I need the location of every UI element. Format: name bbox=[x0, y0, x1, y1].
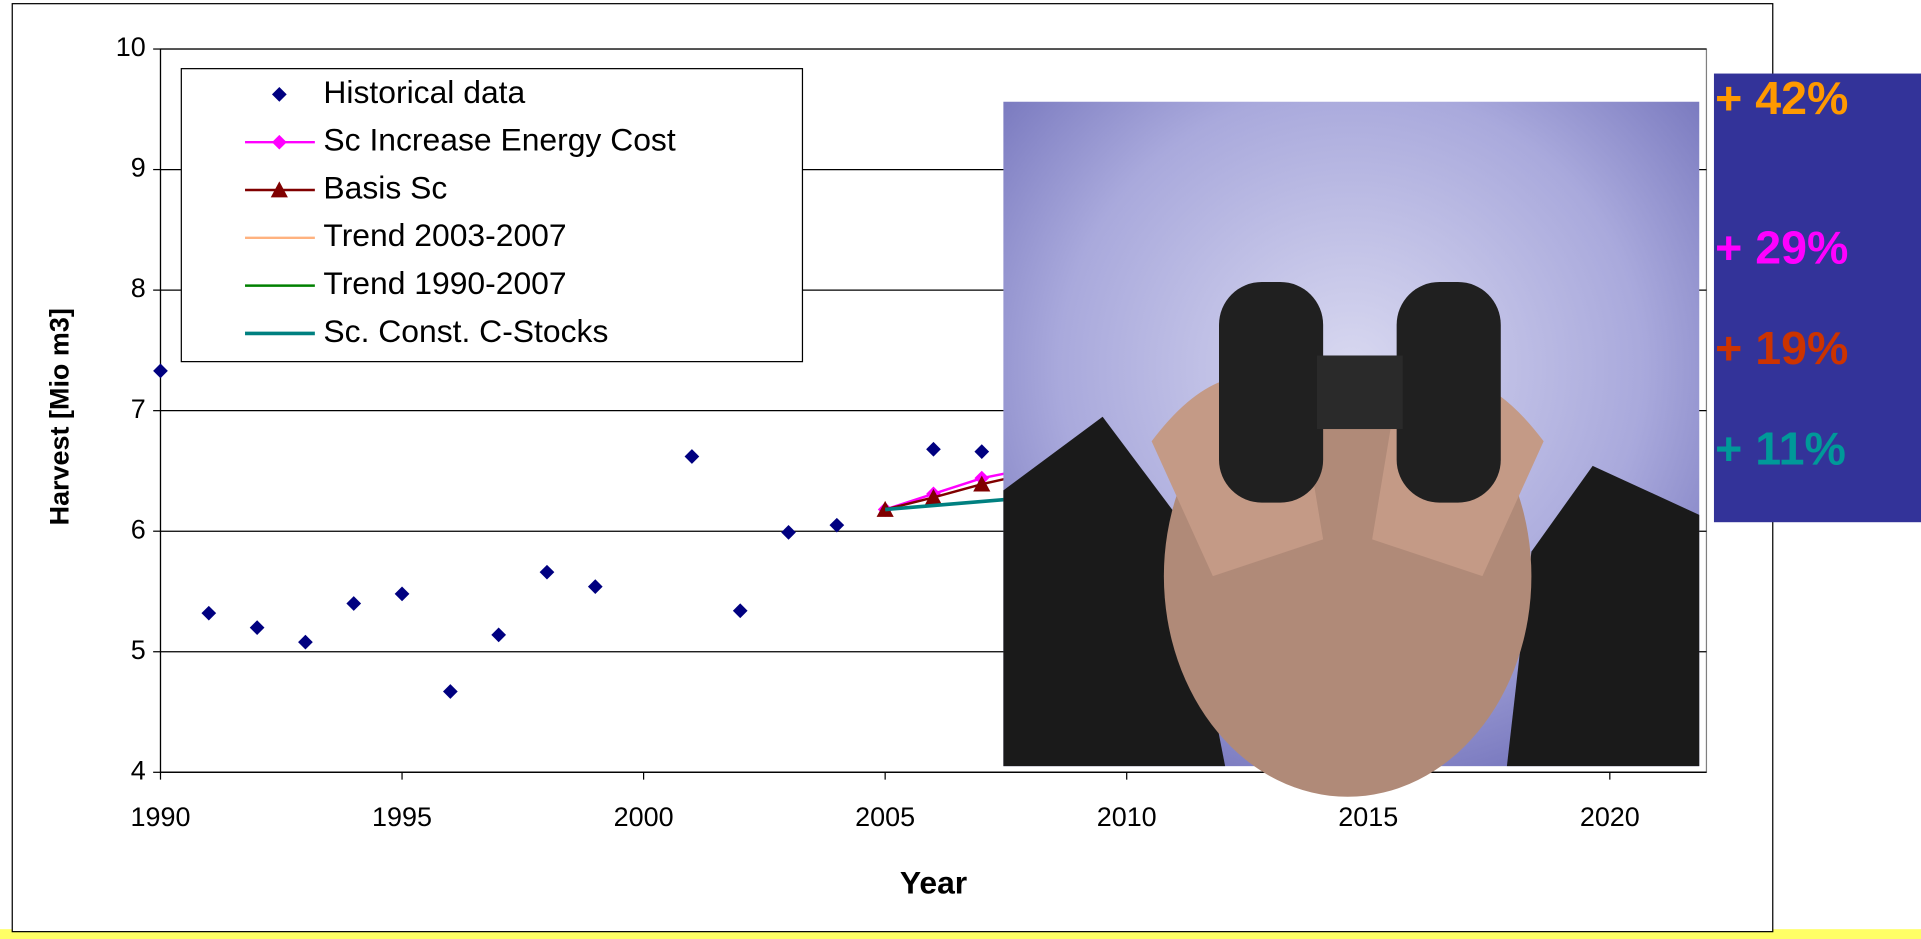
y-tick-label: 10 bbox=[116, 32, 146, 62]
y-axis-label: Harvest [Mio m3] bbox=[44, 308, 74, 525]
legend-label: Trend 1990-2007 bbox=[323, 265, 566, 301]
annotation: + 19% bbox=[1715, 322, 1848, 374]
y-tick-label: 9 bbox=[131, 153, 146, 183]
y-tick-label: 7 bbox=[131, 394, 146, 424]
legend-label: Sc Increase Energy Cost bbox=[323, 122, 675, 158]
x-tick-label: 2020 bbox=[1580, 802, 1640, 832]
page: Year Harvest [Mio m3] 4 5 6 7 8 9 10 1990 1995 20… bbox=[0, 0, 1921, 939]
x-tick-label: 2005 bbox=[855, 802, 915, 832]
chart: Year Harvest [Mio m3] 4 5 6 7 8 9 10 1990 1995 20… bbox=[0, 0, 1921, 939]
x-axis-label: Year bbox=[900, 864, 967, 900]
photo-binocular-r bbox=[1397, 282, 1501, 503]
x-tick-label: 2015 bbox=[1338, 802, 1398, 832]
annotation: + 42% bbox=[1715, 72, 1848, 124]
legend-label: Sc. Const. C-Stocks bbox=[323, 313, 608, 349]
photo bbox=[1003, 102, 1699, 797]
annotation: + 29% bbox=[1715, 222, 1848, 274]
annotation: + 11% bbox=[1715, 423, 1846, 475]
y-tick-label: 8 bbox=[131, 273, 146, 303]
y-tick-label: 6 bbox=[131, 514, 146, 544]
legend-label: Trend 2003-2007 bbox=[323, 217, 566, 253]
x-tick-label: 1995 bbox=[372, 802, 432, 832]
legend-label: Basis Sc bbox=[323, 169, 447, 205]
photo-binocular-bridge bbox=[1317, 355, 1403, 429]
y-tick-label: 4 bbox=[131, 755, 146, 785]
photo-binocular-l bbox=[1219, 282, 1323, 503]
x-tick-label: 2000 bbox=[614, 802, 674, 832]
y-tick-label: 5 bbox=[131, 635, 146, 665]
legend-label: Historical data bbox=[323, 74, 525, 110]
x-tick-label: 1990 bbox=[131, 802, 191, 832]
x-tick-label: 2010 bbox=[1097, 802, 1157, 832]
